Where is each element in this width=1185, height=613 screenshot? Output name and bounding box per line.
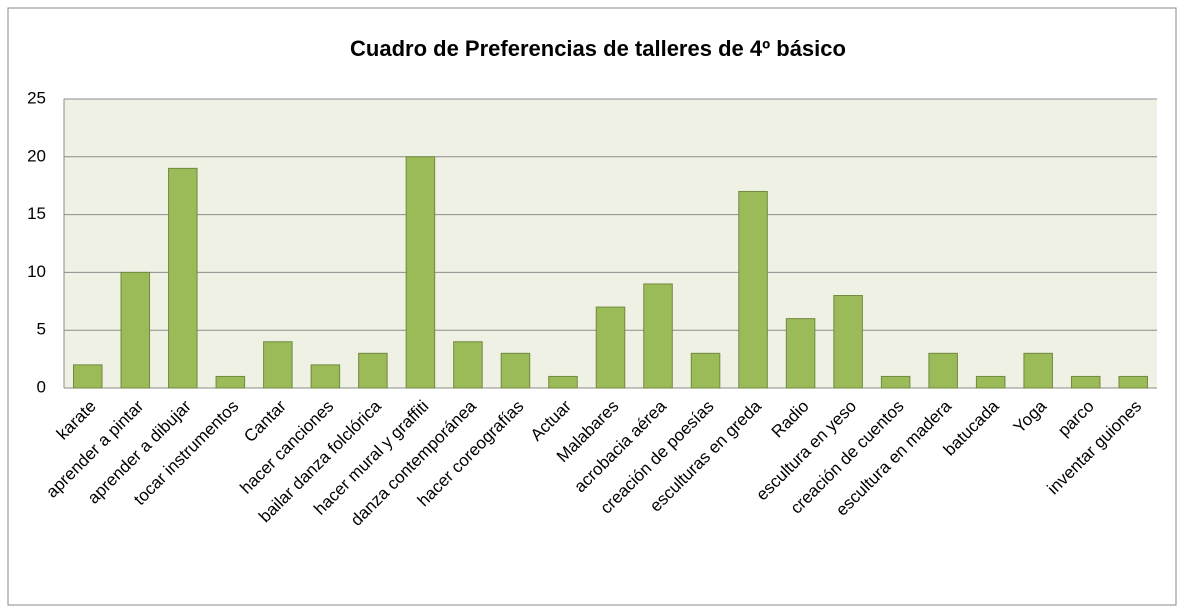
bar [975,375,1006,389]
bar [880,375,911,389]
bar [405,156,436,389]
y-tick-label: 5 [37,320,46,339]
bar [215,375,246,389]
bar [1070,375,1101,389]
bar [73,364,103,389]
bar [263,341,293,389]
bar [785,318,816,389]
bar [310,364,341,389]
bar [1118,375,1148,389]
y-tick-label: 10 [27,262,46,281]
bar [500,352,531,389]
bar [833,295,863,389]
y-tick-label: 25 [27,88,46,107]
bar [168,167,198,389]
bar [120,271,151,389]
chart-title: Cuadro de Preferencias de talleres de 4º… [350,36,846,61]
bar [1023,352,1053,389]
y-tick-label: 0 [37,377,46,396]
bar [595,306,626,389]
y-tick-label: 15 [27,204,46,223]
bar [643,283,673,389]
y-tick-label: 20 [27,146,46,165]
bar [738,190,768,389]
bar [548,375,578,389]
bar [358,352,388,389]
bar [453,341,483,389]
bar [690,352,721,389]
bar [928,352,958,389]
